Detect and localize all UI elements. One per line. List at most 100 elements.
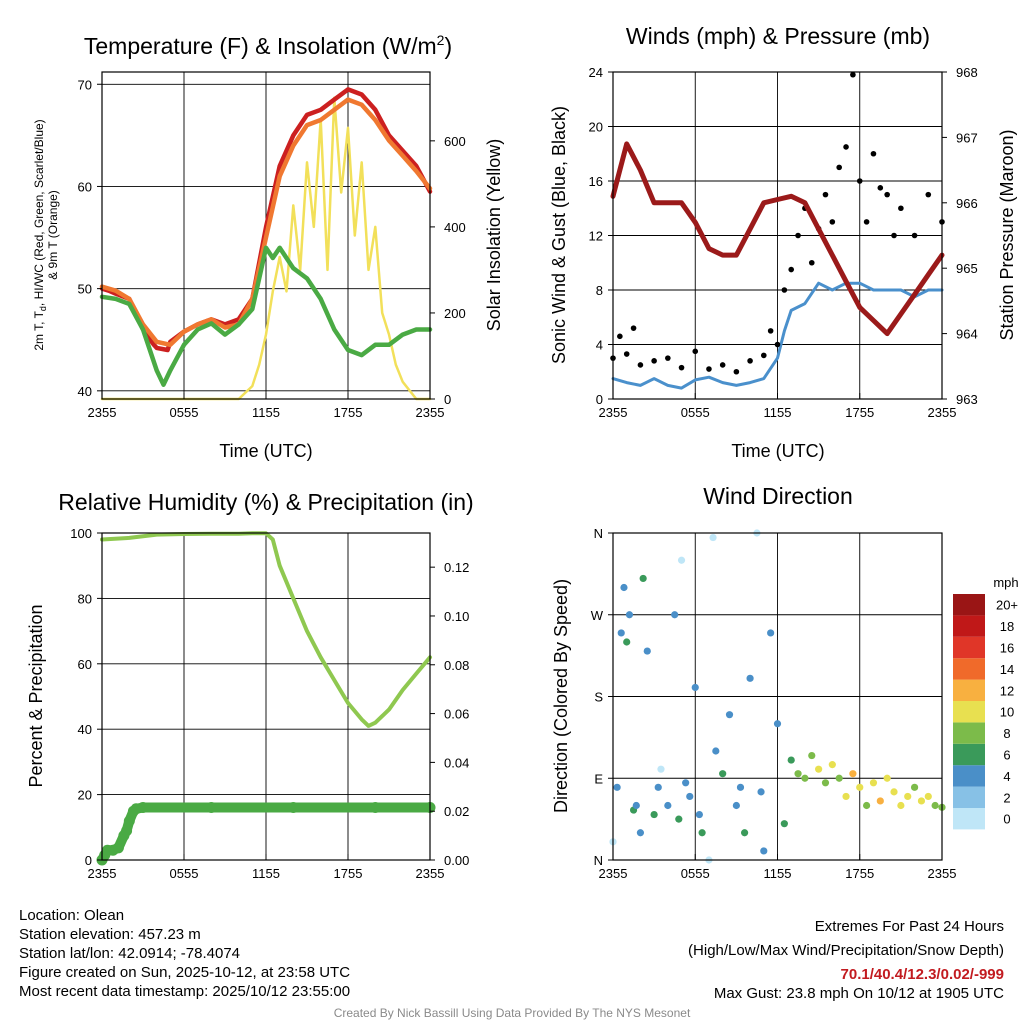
direction-point bbox=[869, 779, 878, 787]
y-tick-label: 0 bbox=[596, 392, 603, 407]
y-tick-label: 16 bbox=[589, 174, 603, 189]
x-tick-label: 1755 bbox=[845, 405, 874, 420]
y-tick-label: 24 bbox=[589, 65, 603, 80]
y2-tick-label: 600 bbox=[444, 134, 466, 149]
gust-point bbox=[733, 368, 740, 375]
gust-point bbox=[808, 259, 815, 266]
gust-point bbox=[706, 366, 712, 372]
legend-label: 6 bbox=[1003, 748, 1010, 763]
gust-point bbox=[870, 150, 877, 157]
gust-point bbox=[630, 325, 637, 331]
x-tick-label: 2355 bbox=[599, 405, 628, 420]
direction-point bbox=[736, 783, 745, 791]
gust-point bbox=[822, 191, 829, 198]
direction-point bbox=[712, 747, 720, 755]
direction-point bbox=[815, 765, 823, 773]
precip-point bbox=[369, 802, 381, 814]
x-tick-label: 0555 bbox=[681, 405, 710, 420]
y-tick-label: 40 bbox=[78, 722, 92, 737]
direction-point bbox=[709, 533, 717, 542]
direction-point bbox=[698, 829, 706, 837]
y-tick-label: E bbox=[594, 771, 603, 786]
y-tick-label: 8 bbox=[596, 283, 603, 298]
y2-tick-label: 0.06 bbox=[444, 707, 469, 722]
x-tick-label: 0555 bbox=[170, 405, 199, 420]
direction-point bbox=[620, 583, 628, 592]
direction-point bbox=[677, 556, 686, 564]
x-tick-label: 1155 bbox=[252, 866, 280, 881]
legend-swatch bbox=[953, 786, 985, 808]
y2-tick-label: 0.12 bbox=[444, 560, 469, 575]
series-station-pressure bbox=[610, 141, 945, 337]
credit-text: Created By Nick Bassill Using Data Provi… bbox=[333, 1006, 691, 1020]
legend-label: 0 bbox=[1003, 812, 1010, 827]
x-tick-label: 1755 bbox=[334, 866, 363, 881]
direction-point bbox=[808, 751, 816, 760]
direction-point bbox=[719, 770, 727, 778]
x-tick-label: 1155 bbox=[764, 866, 792, 881]
gust-point bbox=[678, 364, 685, 371]
gust-point bbox=[925, 191, 932, 198]
direction-point bbox=[773, 720, 782, 728]
legend-label: 4 bbox=[1003, 769, 1010, 784]
legend-label: 16 bbox=[1000, 641, 1014, 656]
y2-tick-label: 968 bbox=[956, 65, 978, 80]
gust-point bbox=[719, 362, 726, 368]
direction-point bbox=[725, 711, 734, 719]
y2-tick-label: 967 bbox=[956, 130, 978, 145]
gust-point bbox=[774, 341, 781, 348]
y2-tick-label: 963 bbox=[956, 392, 978, 407]
y2-tick-label: 0.02 bbox=[444, 804, 469, 819]
precip-point bbox=[123, 815, 135, 827]
legend-label: 2 bbox=[1003, 790, 1010, 805]
x-tick-label: 2355 bbox=[88, 866, 117, 881]
latlon-text: Station lat/lon: 42.0914; -78.4074 bbox=[19, 945, 241, 962]
legend-swatch bbox=[953, 679, 985, 701]
direction-point bbox=[654, 783, 662, 791]
y-tick-label: 0 bbox=[85, 853, 92, 868]
y2-tick-label: 0 bbox=[444, 392, 451, 407]
humidity-panel: Relative Humidity (%) & Precipitation (i… bbox=[26, 489, 474, 881]
speed-legend: mph 0 2 4 6 8 10 12 14 16 18 20+ bbox=[953, 575, 1019, 830]
max-gust-text: Max Gust: 23.8 mph On 10/12 at 1905 UTC bbox=[713, 985, 1004, 1002]
y-tick-label: 50 bbox=[78, 282, 92, 297]
direction-point bbox=[821, 779, 830, 787]
gust-point bbox=[767, 328, 774, 334]
gust-point bbox=[617, 333, 623, 340]
gust-point bbox=[877, 185, 884, 191]
direction-point bbox=[856, 783, 864, 791]
direction-point bbox=[623, 638, 631, 646]
direction-point bbox=[657, 765, 665, 773]
insolation-ylabel: Solar Insolation (Yellow) bbox=[484, 139, 504, 331]
direction-point bbox=[904, 792, 912, 801]
direction-point bbox=[691, 683, 699, 692]
wind-direction-title: Wind Direction bbox=[703, 483, 853, 509]
direction-point bbox=[910, 783, 919, 791]
gust-point bbox=[781, 287, 788, 293]
station-info: Location: Olean Station elevation: 457.2… bbox=[19, 906, 350, 1001]
elevation-text: Station elevation: 457.23 m bbox=[19, 926, 201, 943]
y-tick-label: 12 bbox=[589, 229, 603, 244]
y-tick-label: 70 bbox=[78, 77, 92, 92]
legend-swatch bbox=[953, 615, 985, 637]
direction-point bbox=[732, 801, 740, 810]
legend-swatch bbox=[953, 636, 985, 659]
gust-point bbox=[856, 178, 863, 184]
direction-point bbox=[883, 774, 891, 782]
winds-panel: Winds (mph) & Pressure (mb) 2355 0555 1155… bbox=[549, 23, 1017, 461]
direction-point bbox=[760, 847, 768, 855]
gust-point bbox=[911, 232, 918, 239]
legend-swatch bbox=[953, 722, 985, 744]
temperature-ylabel: 2m T, Td, HI/WC (Red, Green, Scarlet/Blu… bbox=[32, 119, 48, 350]
x-tick-label: 2355 bbox=[599, 866, 628, 881]
direction-point bbox=[664, 801, 672, 810]
legend-label: 18 bbox=[1000, 619, 1014, 634]
legend-label: 10 bbox=[1000, 705, 1014, 720]
y-tick-label: 60 bbox=[78, 179, 92, 194]
gust-point bbox=[665, 355, 671, 361]
y2-tick-label: 400 bbox=[444, 220, 466, 235]
direction-point bbox=[695, 810, 703, 819]
direction-point bbox=[842, 792, 850, 801]
x-tick-label: 2355 bbox=[88, 405, 117, 420]
